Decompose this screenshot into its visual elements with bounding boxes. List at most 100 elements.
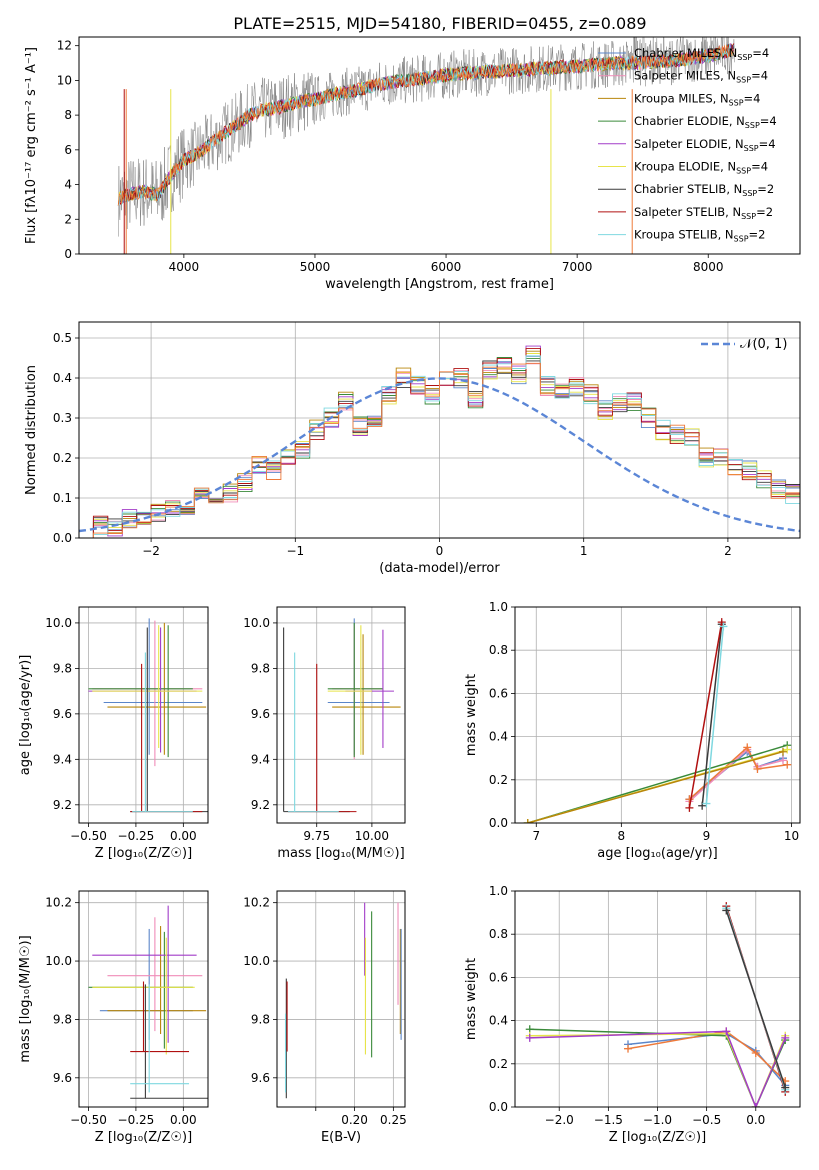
- y-axis-label: Flux [fλ10⁻¹⁷ erg cm⁻² s⁻¹ A⁻¹]: [24, 47, 39, 244]
- spectrum-model-line: [117, 43, 735, 206]
- legend-label: Kroupa ELODIE, NSSP=4: [634, 160, 768, 176]
- legend-label: Salpeter ELODIE, NSSP=4: [634, 137, 776, 153]
- weight-point-marker: [685, 795, 694, 804]
- legend-label-main: Kroupa STELIB, N: [634, 228, 734, 242]
- y-tick-label: 0: [64, 247, 72, 261]
- y-tick-label: 0.4: [489, 730, 508, 744]
- weight-series-line: [725, 910, 787, 1088]
- legend-label-main: Kroupa ELODIE, N: [634, 160, 736, 174]
- x-tick-label: −1.5: [594, 1113, 623, 1127]
- plot-area-mass-ebv: [284, 902, 402, 1099]
- y-tick-label: 9.2: [53, 798, 72, 812]
- legend-label-main: Salpeter MILES, N: [634, 69, 736, 83]
- legend-label-sub: SSP: [745, 121, 760, 130]
- legend-label-sub: SSP: [742, 189, 757, 198]
- axes-frame: [276, 606, 406, 824]
- weight-point-marker: [698, 801, 707, 810]
- x-tick-label: 0: [436, 544, 444, 558]
- x-tick-label: 8: [618, 829, 626, 843]
- x-tick-label: 0.25: [380, 1113, 407, 1127]
- y-tick-label: 0.0: [489, 1100, 508, 1114]
- legend-label-main: Chabrier ELODIE, N: [634, 114, 745, 128]
- y-tick-label: 0.8: [489, 643, 508, 657]
- weight-point-marker: [783, 760, 792, 769]
- x-tick-label: 9: [703, 829, 711, 843]
- legend-label-value: =4: [744, 91, 761, 105]
- y-tick-label: 9.6: [251, 707, 270, 721]
- legend-label-main: Chabrier STELIB, N: [634, 182, 742, 196]
- y-tick-label: 8: [64, 108, 72, 122]
- x-axis-label: Z [log₁₀(Z/Z☉)]: [609, 1130, 706, 1145]
- x-tick-label: 6000: [431, 260, 462, 274]
- y-tick-label: 9.8: [251, 661, 270, 675]
- legend-label: 𝒩(0, 1): [740, 337, 787, 352]
- y-tick-label: 9.8: [53, 1012, 72, 1026]
- y-axis-label: mass [log₁₀(M/M☉)]: [18, 935, 33, 1062]
- x-tick-label: −0.50: [70, 1113, 107, 1127]
- plot-area-mass-z: [88, 905, 208, 1099]
- x-tick-label: −0.50: [70, 829, 107, 843]
- x-tick-label: −1.0: [643, 1113, 672, 1127]
- y-tick-label: 9.8: [251, 1012, 270, 1026]
- weight-point-marker: [751, 1103, 760, 1107]
- x-tick-label: −2: [142, 544, 160, 558]
- axes-frame: [276, 890, 406, 1108]
- y-tick-label: 9.6: [53, 1071, 72, 1085]
- y-tick-label: 10.2: [45, 896, 72, 910]
- y-tick-label: 9.2: [251, 798, 270, 812]
- weight-point-marker: [685, 803, 694, 812]
- weight-series-line: [705, 626, 725, 804]
- x-axis-label: mass [log₁₀(M/M☉)]: [277, 846, 404, 861]
- axes-age-z: −0.50 −0.25 0.00 9.2 9.4 9.6 9.8 10.0 Z [log₁₀(Z…: [18, 606, 209, 861]
- plot-layer: 4000 5000 6000 7000 8000024681012wavelength …: [18, 36, 801, 1145]
- x-tick-label: 0.00: [170, 1113, 197, 1127]
- y-tick-label: 0.2: [489, 1057, 508, 1071]
- x-tick-label: −1: [286, 544, 304, 558]
- weight-point-marker: [525, 1033, 534, 1042]
- x-tick-label: 7: [532, 829, 540, 843]
- legend-label-sub: SSP: [736, 167, 751, 176]
- weight-series-line: [529, 1030, 786, 1107]
- y-tick-label: 9.4: [53, 752, 72, 766]
- legend-label-value: =4: [752, 46, 769, 60]
- weight-point-marker: [778, 747, 787, 756]
- y-tick-label: 6: [64, 143, 72, 157]
- x-tick-label: 1: [580, 544, 588, 558]
- figure-title: PLATE=2515, MJD=54180, FIBERID=0455, z=0…: [233, 14, 646, 33]
- histogram-step: [79, 355, 800, 538]
- legend-label-sub: SSP: [729, 98, 744, 107]
- axes-spectrum: 4000 5000 6000 7000 8000 0 2 4 6 8 10 12 wavelength …: [24, 36, 801, 292]
- weight-series-line: [627, 1030, 786, 1082]
- y-tick-label: 4: [64, 178, 72, 192]
- x-axis-label: Z [log₁₀(Z/Z☉)]: [95, 846, 192, 861]
- legend-label: Chabrier STELIB, NSSP=2: [634, 182, 774, 198]
- y-tick-label: 12: [57, 39, 72, 53]
- y-axis-label: mass weight: [464, 674, 479, 756]
- axes-frame: [514, 890, 801, 1108]
- x-axis-label: E(B-V): [321, 1130, 361, 1145]
- x-tick-label: 2: [724, 544, 732, 558]
- legend-label: Chabrier MILES, NSSP=4: [634, 46, 769, 62]
- legend-label: Chabrier ELODIE, NSSP=4: [634, 114, 777, 130]
- legend-label-value: =2: [749, 228, 766, 242]
- plot-area-age-z: [88, 618, 208, 813]
- y-tick-label: 9.6: [251, 1071, 270, 1085]
- plot-area-age-mass: [283, 618, 401, 813]
- legend-label-main: Salpeter STELIB, N: [634, 205, 741, 219]
- x-axis-label: (data-model)/error: [379, 561, 500, 576]
- x-tick-label: −2.0: [545, 1113, 574, 1127]
- legend-label-value: =4: [751, 160, 768, 174]
- weight-series-line: [688, 621, 723, 809]
- legend-label-sub: SSP: [741, 212, 756, 221]
- y-tick-label: 0.6: [489, 970, 508, 984]
- weight-point-marker: [719, 622, 728, 631]
- weight-series-line: [688, 746, 788, 800]
- y-axis-label: age [log₁₀(age/yr)]: [18, 655, 33, 776]
- x-tick-label: 9.75: [303, 829, 330, 843]
- x-axis-label: wavelength [Angstrom, rest frame]: [325, 277, 554, 292]
- x-axis-label: Z [log₁₀(Z/Z☉)]: [95, 1130, 192, 1145]
- weight-series-line: [527, 750, 784, 823]
- y-tick-label: 10.0: [45, 954, 72, 968]
- legend-label: Kroupa STELIB, NSSP=2: [634, 228, 765, 244]
